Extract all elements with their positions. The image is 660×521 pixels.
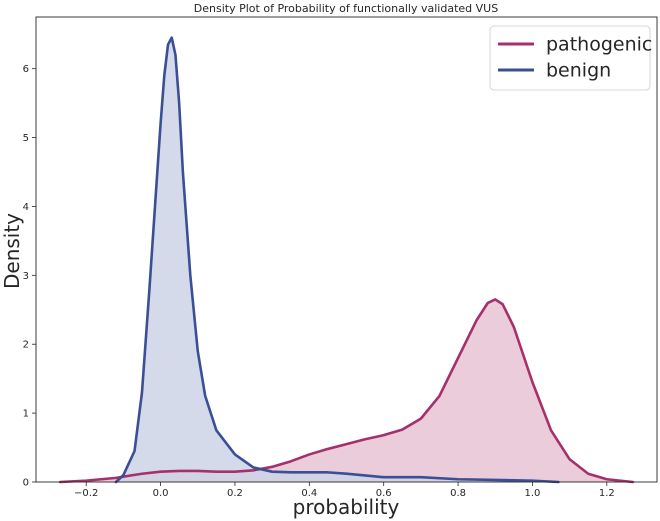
y-axis-label: Density [0, 213, 24, 289]
plot-area [58, 36, 635, 484]
y-tick-label: 0 [23, 478, 29, 489]
legend-label-pathogenic: pathogenic [546, 34, 652, 56]
x-tick-label: 1.0 [524, 488, 540, 499]
x-tick-label: 0.0 [153, 488, 169, 499]
chart-title: Density Plot of Probability of functiona… [194, 2, 498, 15]
x-tick-label: 1.2 [599, 488, 615, 499]
benign-area [115, 37, 559, 483]
x-tick-label: 0.8 [450, 488, 466, 499]
y-tick-label: 2 [23, 340, 29, 351]
pathogenic-line [58, 298, 635, 484]
x-tick-label: 0.6 [376, 488, 392, 499]
x-axis-label: probability [293, 495, 400, 519]
pathogenic-area [60, 299, 633, 482]
legend-label-benign: benign [546, 60, 611, 82]
axes: −0.2 0.0 0.2 0.4 0.6 0.8 1.0 1.2 0 1 2 3 4 5 6 [23, 16, 658, 499]
benign-line [114, 36, 560, 484]
legend: pathogenic benign [489, 25, 652, 91]
axes-frame [35, 16, 658, 483]
y-tick-label: 6 [23, 64, 29, 75]
y-tick-label: 5 [23, 133, 29, 144]
y-tick-label: 3 [23, 271, 29, 282]
y-tick-label: 4 [23, 202, 29, 213]
x-tick-label: 0.4 [301, 488, 317, 499]
y-tick-label: 1 [23, 409, 29, 420]
legend-box [489, 25, 651, 91]
x-tick-label: −0.2 [74, 488, 98, 499]
x-tick-label: 0.2 [227, 488, 243, 499]
